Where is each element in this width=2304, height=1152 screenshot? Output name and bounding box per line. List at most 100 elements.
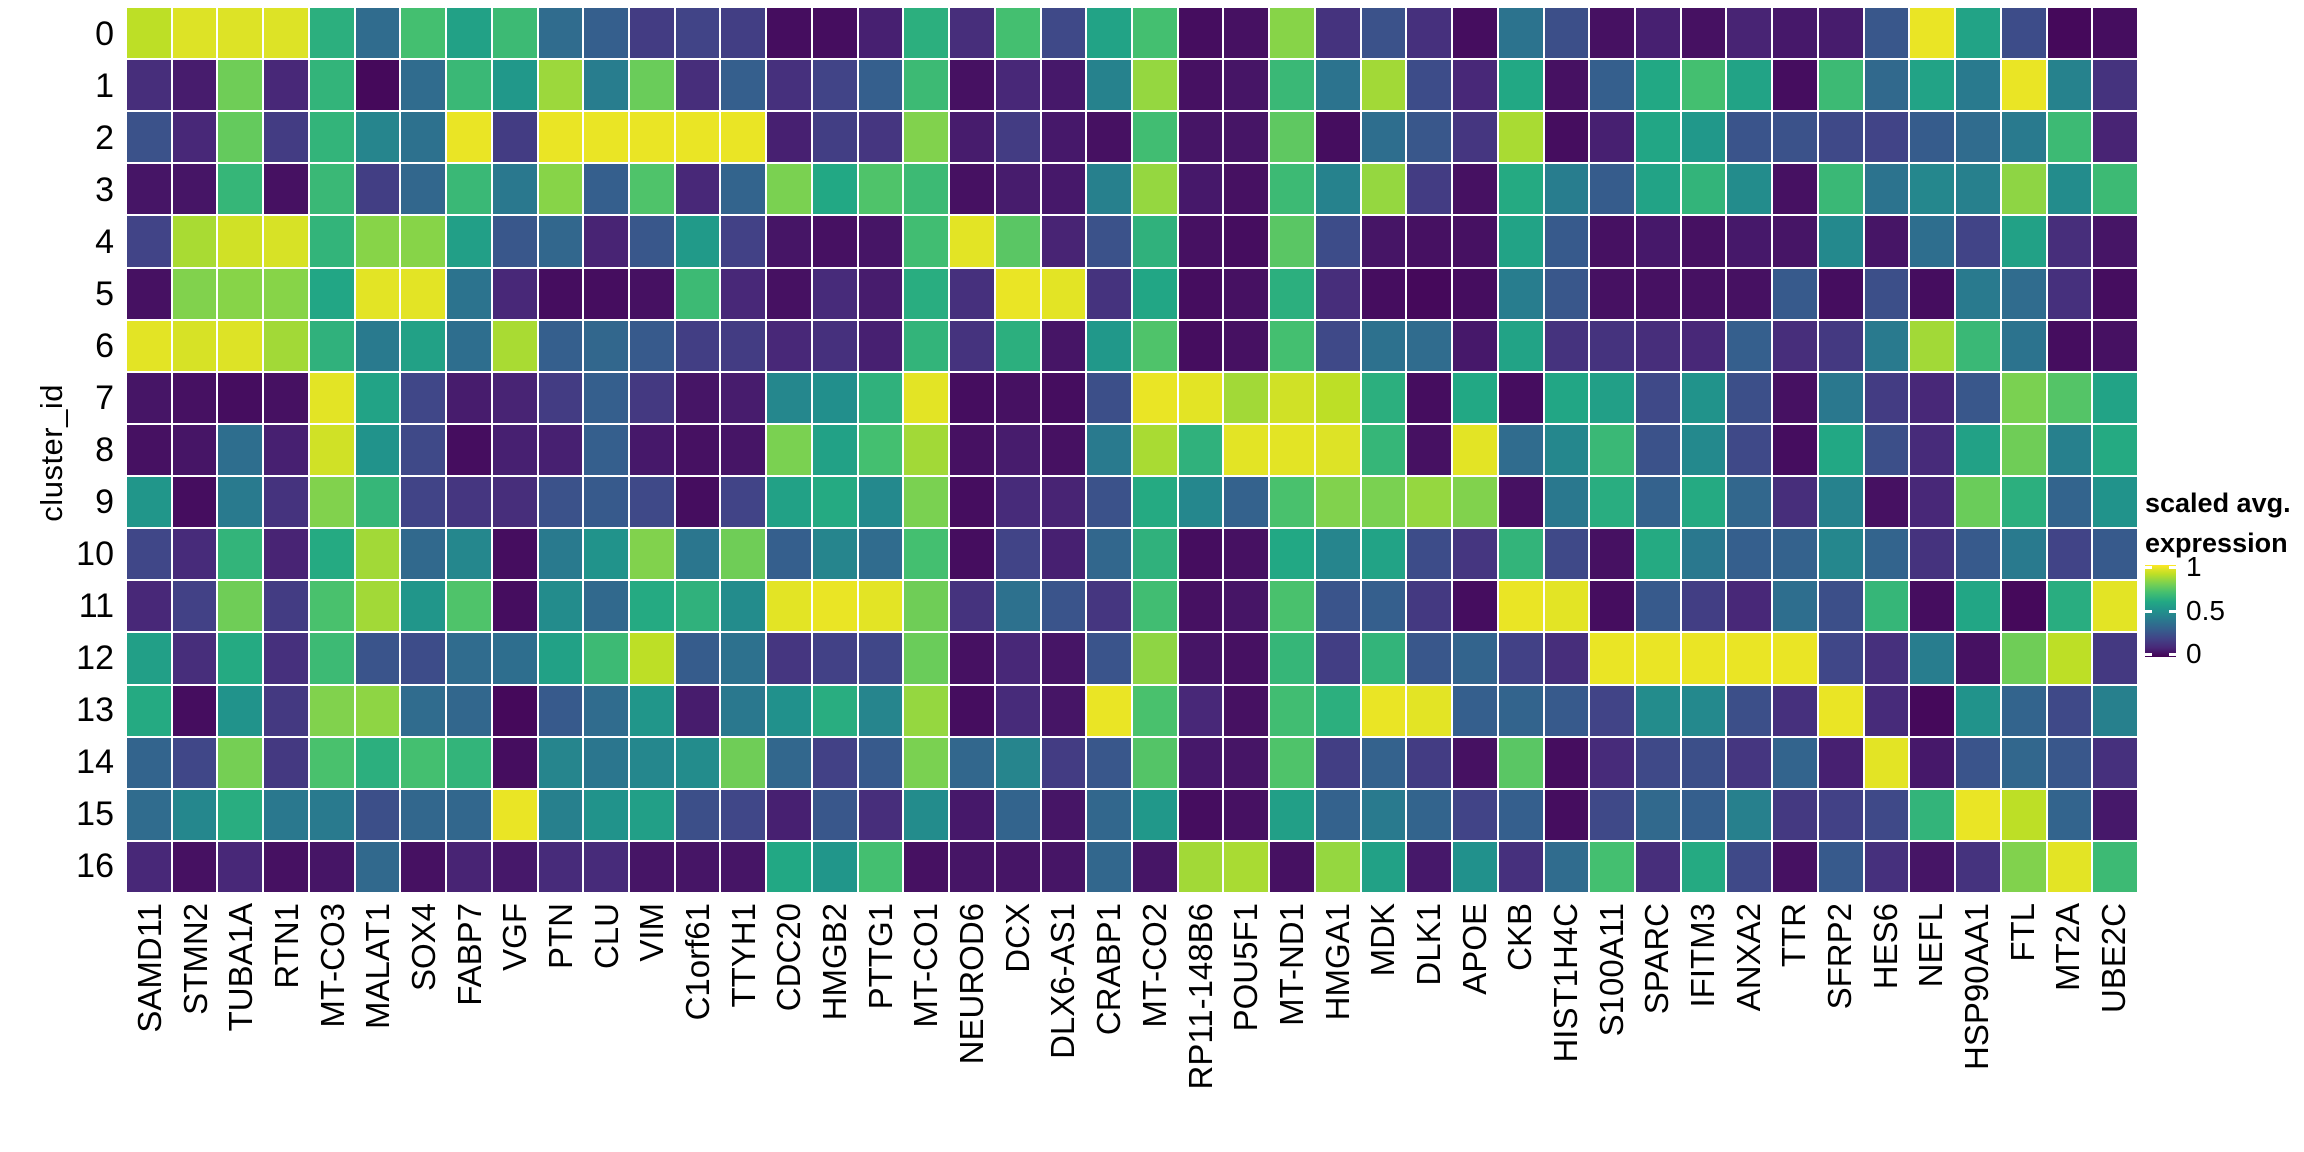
heatmap-cell bbox=[1132, 581, 1177, 632]
heatmap-cell bbox=[1910, 841, 1955, 892]
heatmap-cell bbox=[1453, 164, 1497, 215]
heatmap-cell bbox=[767, 633, 811, 684]
heatmap-cell bbox=[355, 477, 400, 528]
heatmap-cell bbox=[1910, 424, 1955, 476]
heatmap-cell bbox=[1910, 112, 1955, 163]
heatmap-cell bbox=[401, 216, 446, 267]
heatmap-cell bbox=[1132, 633, 1177, 684]
heatmap-cell bbox=[2001, 477, 2046, 528]
heatmap-cell bbox=[904, 477, 949, 528]
heatmap-cell bbox=[355, 112, 400, 163]
heatmap-cell bbox=[1132, 60, 1177, 111]
heatmap-cell bbox=[127, 60, 171, 111]
heatmap-cell bbox=[401, 581, 446, 632]
heatmap-cell bbox=[492, 164, 537, 215]
heatmap-cell bbox=[1361, 320, 1406, 371]
heatmap-cell bbox=[584, 633, 628, 684]
heatmap-cell bbox=[584, 477, 628, 528]
heatmap-cell bbox=[584, 60, 628, 111]
heatmap-cell bbox=[767, 372, 811, 423]
heatmap-cell bbox=[1910, 685, 1955, 736]
heatmap-cell bbox=[1635, 60, 1680, 111]
heatmap-cell bbox=[1178, 789, 1223, 840]
heatmap-cell bbox=[1498, 268, 1543, 319]
heatmap-cell bbox=[1178, 320, 1223, 371]
heatmap-cell bbox=[675, 477, 720, 528]
heatmap-cell bbox=[1544, 216, 1589, 267]
heatmap-cell bbox=[767, 685, 811, 736]
heatmap-cell bbox=[1864, 8, 1909, 59]
heatmap-cell bbox=[1498, 789, 1543, 840]
heatmap-cell bbox=[584, 8, 628, 59]
heatmap-cell bbox=[1773, 789, 1817, 840]
heatmap-cell bbox=[1224, 424, 1269, 476]
heatmap-cell bbox=[1315, 320, 1360, 371]
heatmap-cell bbox=[1498, 8, 1543, 59]
heatmap-cell bbox=[584, 529, 628, 580]
heatmap-cell bbox=[1544, 685, 1589, 736]
heatmap-cell bbox=[355, 581, 400, 632]
heatmap-cell bbox=[538, 685, 583, 736]
heatmap-cell bbox=[721, 164, 766, 215]
heatmap-cell bbox=[1864, 737, 1909, 788]
heatmap-cell bbox=[950, 112, 994, 163]
heatmap-cell bbox=[538, 320, 583, 371]
heatmap-cell bbox=[1956, 8, 2000, 59]
heatmap-cell bbox=[995, 737, 1040, 788]
heatmap-cell bbox=[767, 8, 811, 59]
heatmap-cell bbox=[1132, 477, 1177, 528]
heatmap-cell bbox=[1087, 60, 1131, 111]
heatmap-cell bbox=[1864, 164, 1909, 215]
heatmap-cell bbox=[1315, 112, 1360, 163]
heatmap-cell bbox=[629, 529, 674, 580]
heatmap-cell bbox=[995, 581, 1040, 632]
heatmap-cell bbox=[1224, 841, 1269, 892]
heatmap-cell bbox=[1544, 737, 1589, 788]
heatmap-cell bbox=[355, 320, 400, 371]
heatmap-cell bbox=[127, 424, 171, 476]
heatmap-cell bbox=[950, 372, 994, 423]
y-axis-tick-label: 8 bbox=[95, 431, 114, 469]
heatmap-cell bbox=[629, 112, 674, 163]
heatmap-cell bbox=[538, 372, 583, 423]
heatmap-cell bbox=[309, 477, 354, 528]
heatmap-cell bbox=[1956, 112, 2000, 163]
x-axis-tick-label: SOX4 bbox=[404, 903, 442, 992]
heatmap-cell bbox=[1956, 581, 2000, 632]
heatmap-cell bbox=[1544, 529, 1589, 580]
heatmap-cell bbox=[858, 268, 903, 319]
heatmap-cell bbox=[1315, 216, 1360, 267]
x-axis-tick-label: VGF bbox=[496, 903, 534, 971]
heatmap-cell bbox=[584, 216, 628, 267]
heatmap-cell bbox=[492, 581, 537, 632]
heatmap-cell bbox=[538, 268, 583, 319]
heatmap-cell bbox=[767, 789, 811, 840]
heatmap-cell bbox=[1956, 268, 2000, 319]
heatmap-cell bbox=[127, 685, 171, 736]
heatmap-cell bbox=[218, 112, 263, 163]
x-axis-tick-label: IFITM3 bbox=[1684, 903, 1722, 1008]
heatmap-cell bbox=[1544, 320, 1589, 371]
heatmap-cell bbox=[172, 633, 217, 684]
heatmap-cell bbox=[1635, 737, 1680, 788]
heatmap-cell bbox=[355, 60, 400, 111]
heatmap-cell bbox=[1590, 8, 1634, 59]
heatmap-cell bbox=[1498, 112, 1543, 163]
heatmap-cell bbox=[1087, 8, 1131, 59]
heatmap-cell bbox=[858, 424, 903, 476]
heatmap-cell bbox=[1727, 112, 1772, 163]
heatmap-cell bbox=[584, 112, 628, 163]
heatmap-cell bbox=[355, 685, 400, 736]
heatmap-cell bbox=[950, 633, 994, 684]
heatmap-cell bbox=[858, 685, 903, 736]
heatmap-cell bbox=[264, 841, 308, 892]
heatmap-cell bbox=[1453, 216, 1497, 267]
heatmap-cell bbox=[904, 633, 949, 684]
heatmap-cell bbox=[1132, 8, 1177, 59]
heatmap-cell bbox=[1773, 268, 1817, 319]
heatmap-cell bbox=[492, 789, 537, 840]
heatmap-cell bbox=[721, 60, 766, 111]
x-axis-tick-label: UBE2C bbox=[2095, 903, 2133, 1014]
heatmap-cell bbox=[721, 789, 766, 840]
